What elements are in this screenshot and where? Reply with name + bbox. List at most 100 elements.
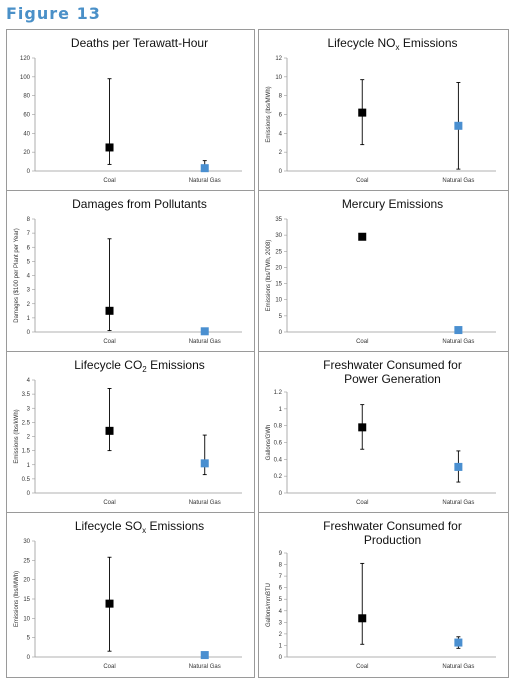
y-axis-label: Damages ($100 per Plant per Year) (14, 228, 20, 322)
y-axis-label: Gallons/mmBTU (266, 583, 272, 627)
y-tick-label: 0 (279, 491, 283, 497)
y-tick-label: 3 (27, 288, 31, 294)
y-tick-label: 2 (279, 150, 283, 156)
coal-point (358, 423, 367, 432)
x-category-label: Natural Gas (442, 664, 474, 670)
coal-point (105, 306, 114, 315)
y-tick-label: 10 (275, 298, 282, 304)
coal-point (358, 614, 367, 623)
natural-gas-point (200, 164, 209, 173)
x-category-label: Natural Gas (189, 339, 221, 345)
y-tick-label: 7 (27, 231, 31, 237)
natural-gas-point (454, 326, 463, 335)
y-tick-label: 6 (279, 113, 283, 119)
y-tick-label: 2 (279, 632, 283, 638)
y-tick-label: 2.5 (22, 420, 31, 426)
y-tick-label: 12 (275, 56, 282, 62)
y-tick-label: 10 (23, 616, 30, 622)
y-tick-label: 0.6 (274, 441, 283, 447)
y-tick-label: 60 (23, 113, 30, 119)
chart-panel-sox: Lifecycle SOx Emissions 0 5 10 15 20 25 30 Emiss… (6, 512, 255, 678)
y-tick-label: 25 (275, 249, 282, 255)
y-tick-label: 0 (27, 330, 31, 336)
y-axis-label: Emissions (lbs/MWh) (14, 571, 20, 627)
y-tick-label: 25 (23, 558, 30, 564)
x-category-label: Coal (356, 664, 368, 670)
y-tick-label: 0.5 (22, 477, 31, 483)
y-tick-label: 0 (27, 491, 31, 497)
y-tick-label: 0 (279, 330, 283, 336)
y-tick-label: 10 (275, 75, 282, 81)
y-axis-label: Gallons/GWh (266, 425, 272, 461)
chart-svg: Mercury Emissions 0 5 10 15 20 25 30 35 Emissions… (266, 197, 496, 345)
y-tick-label: 3.5 (22, 392, 31, 398)
x-category-label: Coal (103, 339, 115, 345)
natural-gas-point (454, 462, 463, 471)
y-tick-label: 9 (279, 551, 283, 557)
y-tick-label: 30 (275, 233, 282, 239)
y-tick-label: 3 (27, 406, 31, 412)
x-category-label: Coal (356, 500, 368, 506)
natural-gas-point (454, 121, 463, 130)
coal-point (105, 599, 114, 608)
y-tick-label: 3 (279, 620, 283, 626)
y-tick-label: 15 (23, 597, 30, 603)
coal-point (105, 426, 114, 435)
x-category-label: Natural Gas (189, 664, 221, 670)
y-tick-label: 8 (27, 217, 31, 223)
y-tick-label: 2 (27, 435, 31, 441)
figure-title: Figure 13 (6, 4, 101, 23)
y-tick-label: 1.5 (22, 449, 31, 455)
chart-svg: Lifecycle NOx Emissions 0 2 4 6 8 10 12 Emission… (266, 36, 496, 184)
y-tick-label: 35 (275, 217, 282, 223)
y-tick-label: 0 (279, 169, 283, 175)
y-tick-label: 0.2 (274, 474, 283, 480)
x-category-label: Coal (103, 664, 115, 670)
coal-point (358, 232, 367, 241)
y-tick-label: 1 (27, 463, 31, 469)
chart-title: Lifecycle SOx Emissions (75, 519, 204, 535)
y-tick-label: 20 (275, 265, 282, 271)
x-category-label: Natural Gas (442, 500, 474, 506)
y-tick-label: 5 (27, 259, 31, 265)
y-axis-label: Emissions (lbs/TWh, 2008) (266, 240, 272, 312)
y-tick-label: 1 (279, 407, 283, 413)
y-tick-label: 8 (279, 563, 283, 569)
chart-title: Production (364, 533, 421, 547)
chart-title: Deaths per Terawatt-Hour (71, 36, 208, 50)
coal-point (105, 143, 114, 152)
chart-svg: Deaths per Terawatt-Hour 0 20 40 60 80 100 120 C… (20, 36, 242, 184)
chart-panel-deaths: Deaths per Terawatt-Hour 0 20 40 60 80 100 120 C… (6, 29, 255, 192)
y-tick-label: 0 (27, 655, 31, 661)
y-tick-label: 5 (27, 636, 31, 642)
x-category-label: Natural Gas (442, 339, 474, 345)
natural-gas-point (454, 638, 463, 647)
y-tick-label: 0 (279, 655, 283, 661)
y-tick-label: 30 (23, 539, 30, 545)
y-tick-label: 15 (275, 282, 282, 288)
x-category-label: Natural Gas (442, 178, 474, 184)
chart-svg: Lifecycle SOx Emissions 0 5 10 15 20 25 30 Emiss… (14, 519, 242, 670)
y-tick-label: 20 (23, 578, 30, 584)
natural-gas-point (200, 651, 209, 660)
y-axis-label: Emissions (lbs/MWh) (266, 86, 272, 142)
chart-panel-mercury: Mercury Emissions 0 5 10 15 20 25 30 35 Emissions… (258, 190, 509, 353)
y-tick-label: 5 (279, 314, 283, 320)
chart-panel-co2: Lifecycle CO2 Emissions 0 0.5 1 1.5 2 2.5 3 3.5 4… (6, 351, 255, 514)
y-tick-label: 6 (279, 586, 283, 592)
chart-svg: Damages from Pollutants 0 1 2 3 4 5 6 7 8 Damages … (14, 197, 242, 345)
y-tick-label: 1 (279, 643, 283, 649)
x-category-label: Natural Gas (189, 178, 221, 184)
y-tick-label: 8 (279, 94, 283, 100)
y-tick-label: 120 (20, 56, 31, 62)
y-tick-label: 4 (279, 609, 283, 615)
y-tick-label: 0 (27, 169, 31, 175)
chart-title: Lifecycle NOx Emissions (327, 36, 457, 52)
y-tick-label: 4 (279, 131, 283, 137)
natural-gas-point (200, 459, 209, 468)
y-tick-label: 0.8 (274, 424, 283, 430)
chart-title: Lifecycle CO2 Emissions (74, 358, 205, 374)
y-tick-label: 1 (27, 316, 31, 322)
chart-panel-freshwater-generation: Freshwater Consumed for Power Generation 0… (258, 351, 509, 514)
